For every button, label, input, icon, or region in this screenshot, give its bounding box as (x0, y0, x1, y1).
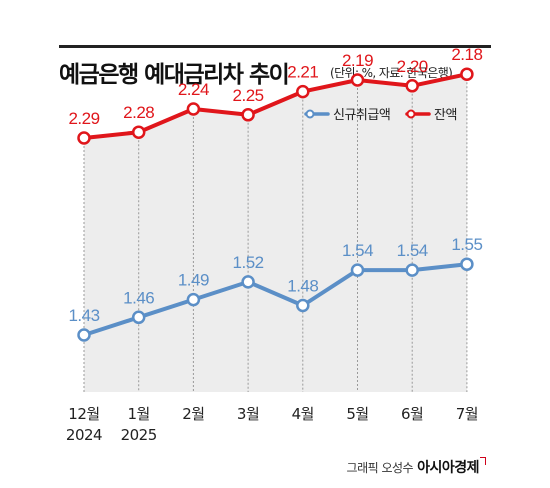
brand-mark-icon (480, 457, 486, 465)
x-tick-label: 4월 (292, 405, 314, 423)
data-label-balance: 2.28 (123, 103, 154, 122)
x-tick-label: 5월 (346, 405, 368, 423)
series-line-new (82, 262, 469, 337)
credit-text: 그래픽 오성수 (346, 461, 414, 475)
data-point-balance (296, 84, 310, 99)
series-line-balance (82, 72, 469, 140)
x-tick-label: 1월 (128, 405, 150, 423)
data-label-new: 1.46 (123, 288, 154, 307)
data-label-new: 1.43 (68, 306, 99, 325)
data-point-balance (405, 79, 419, 93)
page-title: 예금은행 예대금리차 추이 (59, 62, 290, 88)
data-point-new (296, 298, 310, 313)
data-point-balance (77, 131, 91, 145)
data-label-balance: 2.25 (233, 86, 264, 105)
data-label-balance: 2.29 (68, 109, 99, 128)
data-point-new (405, 263, 419, 277)
data-point-balance (186, 102, 201, 116)
data-label-new: 1.54 (397, 241, 428, 260)
area-fill (84, 74, 467, 392)
title-rule (59, 45, 491, 48)
data-point-new (460, 257, 474, 271)
data-label-balance: 2.19 (342, 51, 373, 70)
data-label-new: 1.49 (178, 271, 209, 290)
data-point-balance (241, 108, 255, 122)
data-label-new: 1.54 (342, 241, 373, 260)
data-point-new (77, 328, 91, 342)
legend-marker-balance (406, 109, 416, 119)
data-label-new: 1.52 (233, 253, 264, 272)
x-tick-label: 7월 (456, 405, 478, 423)
data-label-balance: 2.21 (287, 63, 318, 82)
data-label-balance: 2.20 (397, 57, 428, 76)
data-label-balance: 2.18 (451, 45, 482, 64)
x-tick-label: 2024 (66, 426, 102, 444)
data-label-new: 1.55 (451, 235, 482, 254)
data-point-balance (350, 73, 365, 87)
data-point-new (350, 263, 365, 277)
brand-name: 아시아경제 (417, 460, 479, 476)
x-tick-label: 3월 (237, 405, 259, 423)
data-point-new (241, 275, 255, 289)
data-point-balance (460, 67, 474, 81)
data-point-new (131, 310, 146, 325)
x-tick-label: 2025 (121, 426, 157, 444)
data-point-new (186, 292, 201, 307)
data-label-balance: 2.24 (178, 80, 209, 99)
credit-line: 그래픽 오성수 아시아경제 (347, 457, 486, 477)
data-label-new: 1.48 (287, 277, 318, 296)
legend-marker-new (305, 109, 315, 119)
x-tick-label: 2월 (182, 405, 204, 423)
legend-label-balance: 잔액 (434, 108, 457, 123)
legend-label-new: 신규취급액 (333, 108, 390, 123)
x-tick-label: 6월 (401, 405, 423, 423)
x-tick-label: 12월 (68, 405, 99, 423)
data-point-balance (131, 125, 146, 139)
